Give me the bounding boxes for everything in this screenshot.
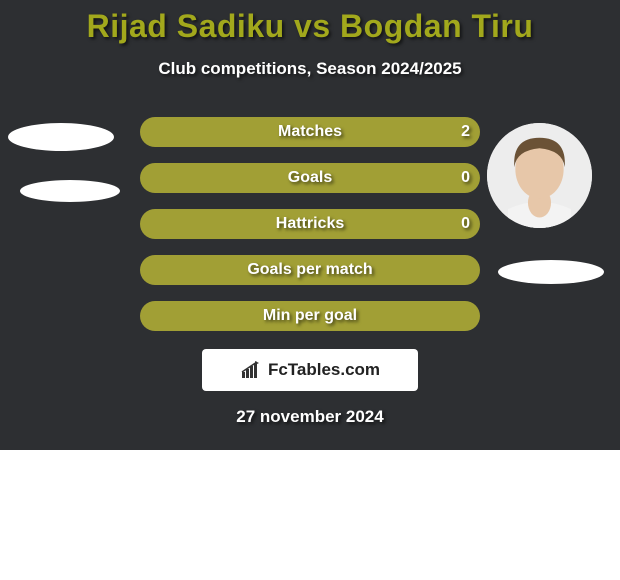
stat-bar: Min per goal [140, 301, 480, 331]
stat-rows: Matches 2 Goals 0 Hattricks 0 Goals per match M… [0, 109, 620, 339]
stat-row: Goals per match [0, 247, 620, 293]
stat-row: Min per goal [0, 293, 620, 339]
stat-bar: Goals per match [140, 255, 480, 285]
stat-value-right: 0 [461, 169, 470, 187]
stat-label: Hattricks [276, 215, 344, 233]
stat-row: Matches 2 [0, 109, 620, 155]
date-text: 27 november 2024 [0, 407, 620, 427]
subtitle: Club competitions, Season 2024/2025 [0, 59, 620, 79]
stat-bar: Matches 2 [140, 117, 480, 147]
stat-value-right: 2 [461, 123, 470, 141]
stat-value-right: 0 [461, 215, 470, 233]
stat-label: Goals [288, 169, 332, 187]
branding-text: FcTables.com [268, 360, 380, 380]
stat-row: Hattricks 0 [0, 201, 620, 247]
bar-chart-icon [240, 360, 264, 380]
stat-row: Goals 0 [0, 155, 620, 201]
page-title: Rijad Sadiku vs Bogdan Tiru [0, 0, 620, 45]
stat-bar: Goals 0 [140, 163, 480, 193]
comparison-panel: Rijad Sadiku vs Bogdan Tiru Club competi… [0, 0, 620, 450]
stat-label: Matches [278, 123, 342, 141]
stat-label: Min per goal [263, 307, 357, 325]
stat-label: Goals per match [247, 261, 372, 279]
stat-bar: Hattricks 0 [140, 209, 480, 239]
stat-bar-right [310, 163, 480, 193]
stat-bar-left [140, 163, 310, 193]
branding-badge: FcTables.com [202, 349, 418, 391]
